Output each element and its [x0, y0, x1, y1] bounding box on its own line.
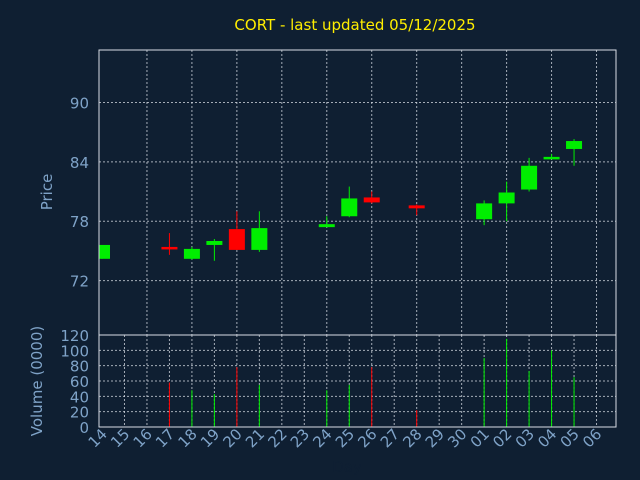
- price-grid: [99, 50, 616, 335]
- x-axis-label: Day: [332, 458, 362, 476]
- candle-body: [521, 165, 538, 190]
- volume-bars: [168, 338, 575, 427]
- candle-body: [363, 197, 380, 203]
- candle-body: [408, 205, 425, 209]
- candle-body: [183, 248, 200, 259]
- candle-body: [161, 246, 178, 250]
- volume-tick-label: 120: [60, 327, 89, 345]
- candle-body: [206, 240, 223, 245]
- price-tick-label: 84: [70, 154, 89, 172]
- candle-body: [498, 192, 515, 204]
- price-tick-label: 90: [70, 94, 89, 112]
- volume-panel-frame: [98, 334, 617, 428]
- volume-tick-label: 40: [70, 388, 89, 406]
- x-tick-labels: 1415161718192021222324252627282930010203…: [85, 425, 606, 451]
- volume-tick-label: 80: [70, 358, 89, 376]
- volume-tick-label: 100: [60, 342, 89, 360]
- chart-title: CORT - last updated 05/12/2025: [234, 16, 475, 34]
- volume-tick-label: 20: [70, 404, 89, 422]
- candle-body: [543, 156, 560, 160]
- candle-body: [341, 198, 358, 217]
- price-tick-label: 72: [70, 273, 89, 291]
- candle-body: [228, 229, 245, 250]
- price-tick-label: 78: [70, 213, 89, 231]
- candle-body: [476, 203, 493, 220]
- candle-body: [566, 141, 583, 149]
- price-axis-label: Price: [38, 174, 56, 211]
- volume-tick-label: 0: [79, 419, 89, 437]
- candle-body: [318, 224, 335, 228]
- candle-body: [251, 228, 268, 250]
- price-tick-labels: 72 78 84 90: [70, 94, 89, 290]
- volume-tick-label: 60: [70, 373, 89, 391]
- candlesticks: [99, 139, 583, 261]
- volume-axis-label: Volume (0000): [28, 326, 46, 436]
- candle-body: [99, 244, 110, 259]
